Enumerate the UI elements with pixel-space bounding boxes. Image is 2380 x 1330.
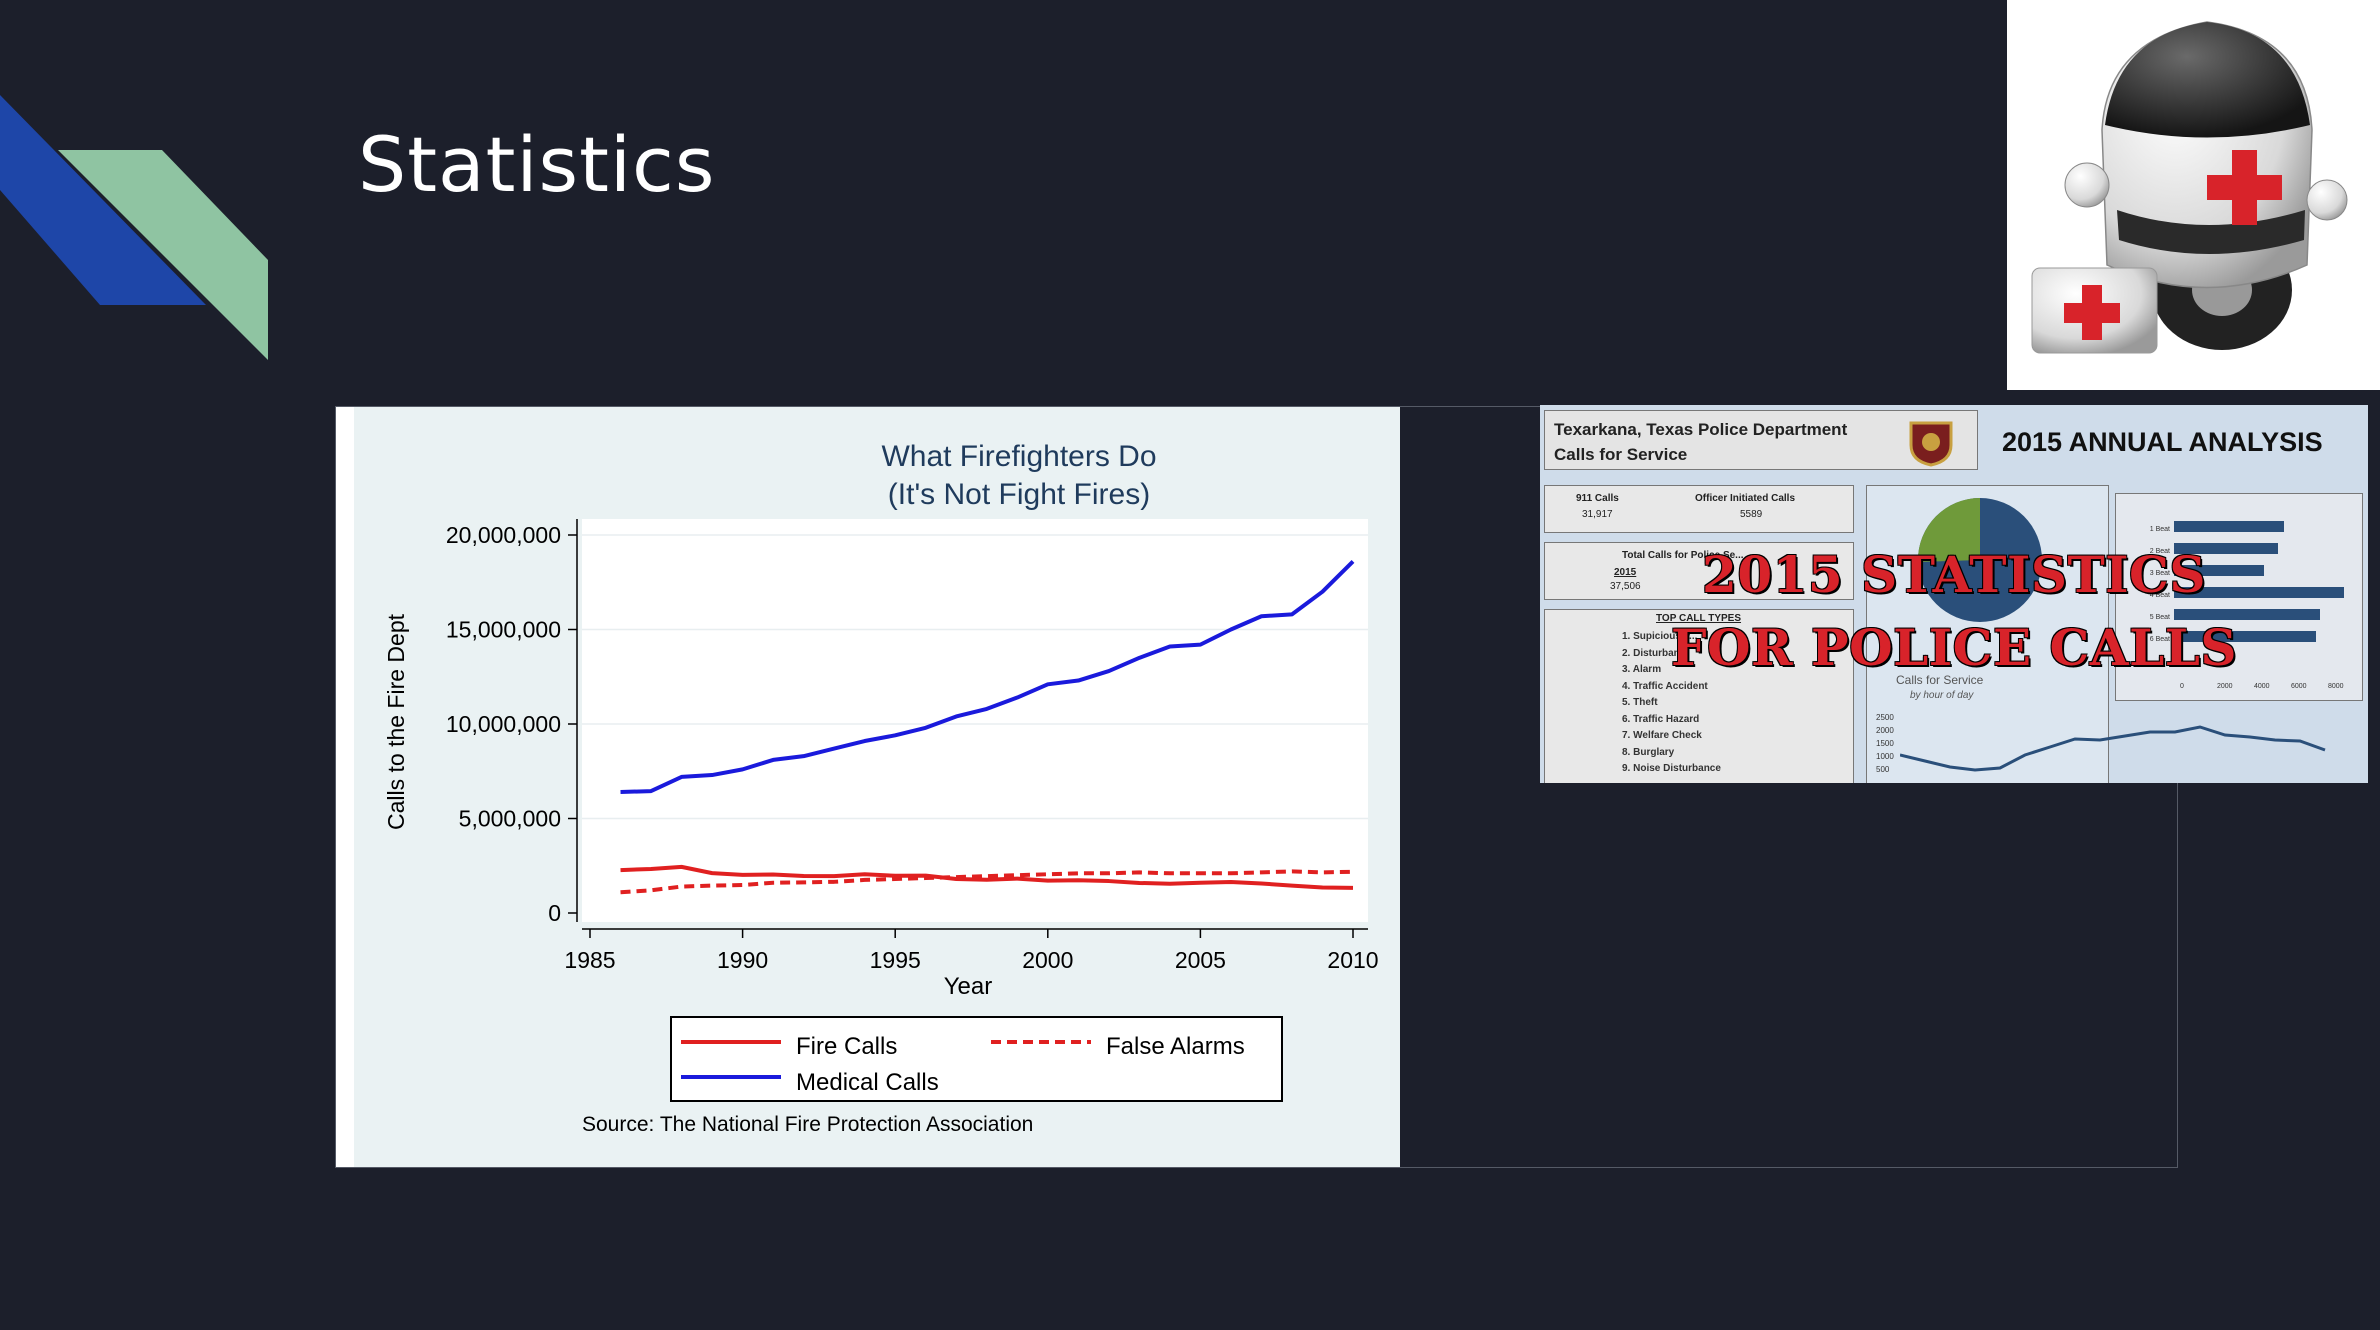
beat-labels: 1 Beat 2 Beat 3 Beat 4 Beat 5 Beat 6 Beat xyxy=(2140,519,2170,651)
x-ticks: 1985 1990 1995 2000 2005 2010 xyxy=(564,929,1379,973)
x-tick-label: 1990 xyxy=(717,947,768,973)
firefighter-chart-image: What Firefighters Do (It's Not Fight Fir… xyxy=(336,407,1400,1167)
beat-x-ticks: 0 2000 4000 6000 8000 xyxy=(2180,683,2365,690)
total-calls-year: 2015 xyxy=(1614,567,1637,578)
plot-area xyxy=(582,519,1368,922)
series-line-fire-calls xyxy=(620,864,1354,890)
x-tick-label: 2010 xyxy=(1327,947,1378,973)
total-calls-label: Total Calls for Police Se... xyxy=(1622,550,1744,561)
calls-911-value: 31,917 xyxy=(1582,509,1613,520)
chart-svg: What Firefighters Do (It's Not Fight Fir… xyxy=(383,440,1379,1136)
total-calls-value: 37,506 xyxy=(1610,581,1641,592)
legend-label: False Alarms xyxy=(1106,1033,1245,1060)
beat-label: 3 Beat xyxy=(2149,570,2170,577)
hourly-line-chart xyxy=(1900,725,2326,772)
x-axis-label: Year xyxy=(944,973,993,1000)
calls-911-label: 911 Calls xyxy=(1576,493,1619,504)
total-calls-box xyxy=(1544,542,1854,600)
chart-title-line1: What Firefighters Do xyxy=(881,440,1156,473)
beat-label: 6 Beat xyxy=(2149,636,2170,643)
overlay-title-line2: FOR POLICE CALLS xyxy=(1670,618,2238,677)
legend-box xyxy=(670,1016,1283,1102)
chart-title-line2: (It's Not Fight Fires) xyxy=(888,478,1150,511)
robot-arm xyxy=(2064,162,2110,208)
beat-label: 5 Beat xyxy=(2149,614,2170,621)
x-tick-label: 1995 xyxy=(870,947,921,973)
beat-bar-chart xyxy=(2174,521,2344,642)
top-types-label: TOP CALL TYPES xyxy=(1656,613,1742,624)
slide-title: Statistics xyxy=(358,120,716,209)
pie-chart-icon xyxy=(1917,498,2042,622)
top-type-item: 5. Theft xyxy=(1622,697,1658,708)
overlay-title-line1: 2015 STATISTICS xyxy=(1702,545,2206,604)
beat-label: 1 Beat xyxy=(2149,526,2170,533)
line-y-tick: 500 xyxy=(1876,765,1890,774)
medical-robot-image xyxy=(2007,0,2380,390)
line-y-tick: 2000 xyxy=(1876,726,1894,735)
content-frame xyxy=(335,406,2178,1168)
top-type-item: 8. Burglary xyxy=(1622,746,1675,758)
series-line-false-alarms xyxy=(620,869,1354,895)
series-lines xyxy=(620,560,1355,895)
top-type-item: 9. Noise Disturbance xyxy=(1622,763,1721,774)
legend-label: Fire Calls xyxy=(796,1033,897,1060)
top-type-item: 3. Alarm xyxy=(1622,664,1662,675)
beat-x-tick: 0 xyxy=(2180,683,2184,690)
y-tick-label: 15,000,000 xyxy=(446,617,561,643)
analysis-title: 2015 ANNUAL ANALYSIS xyxy=(2002,427,2323,457)
legend: Fire Calls False Alarms Medical Calls xyxy=(681,1033,1245,1096)
police-header-line1: Texarkana, Texas Police Department xyxy=(1554,420,1848,439)
green-stripe xyxy=(58,150,268,360)
series-line-medical-calls xyxy=(620,560,1355,795)
top-type-item: 4. Traffic Accident xyxy=(1622,680,1708,692)
x-tick-label: 2005 xyxy=(1175,947,1226,973)
beat-x-tick: 4000 xyxy=(2254,683,2270,690)
y-tick-label: 5,000,000 xyxy=(459,806,561,832)
line-chart-sublabel: by hour of day xyxy=(1910,690,1974,701)
officer-calls-value: 5589 xyxy=(1740,509,1763,520)
x-tick-label: 2000 xyxy=(1022,947,1073,973)
slide-corner-decoration xyxy=(0,95,268,360)
police-statistics-image: Texarkana, Texas Police Department Calls… xyxy=(1540,405,2368,783)
police-badge-icon xyxy=(1909,421,1953,467)
officer-calls-label: Officer Initiated Calls xyxy=(1695,493,1796,504)
y-tick-label: 10,000,000 xyxy=(446,711,561,737)
x-tick-label: 1985 xyxy=(564,947,615,973)
line-chart-y-ticks: 2500 2000 1500 1000 500 xyxy=(1876,711,1894,776)
beat-x-tick: 8000 xyxy=(2328,683,2344,690)
top-types-list: 1. Supicious P... 2. Disturban... 3. Alarm… xyxy=(1622,629,1721,778)
y-tick-label: 20,000,000 xyxy=(446,522,561,548)
calls-box xyxy=(1544,485,1854,533)
chart-source: Source: The National Fire Protection Ass… xyxy=(582,1113,1033,1136)
line-y-tick: 1000 xyxy=(1876,752,1894,761)
police-header-line2: Calls for Service xyxy=(1554,445,1688,464)
line-y-tick: 1500 xyxy=(1876,739,1894,748)
y-axis-label: Calls to the Fire Dept xyxy=(383,613,409,830)
gridlines xyxy=(582,534,1368,820)
legend-label: Medical Calls xyxy=(796,1069,939,1096)
beat-x-tick: 2000 xyxy=(2217,683,2233,690)
line-y-tick: 2500 xyxy=(1876,713,1894,722)
y-ticks: 0 5,000,000 10,000,000 15,000,000 20,000,000 xyxy=(446,522,577,926)
top-type-item: 7. Welfare Check xyxy=(1622,730,1702,741)
y-tick-label: 0 xyxy=(548,900,561,926)
top-type-item: 1. Supicious P... xyxy=(1622,631,1698,642)
police-header-box xyxy=(1544,410,1978,470)
medical-robot-illustration xyxy=(2031,21,2348,354)
robot-head xyxy=(2105,22,2310,138)
line-chart-label: Calls for Service xyxy=(1896,673,1984,687)
beat-label: 2 Beat xyxy=(2149,548,2170,555)
beat-x-tick: 6000 xyxy=(2291,683,2307,690)
robot-band xyxy=(2117,210,2305,254)
top-type-item: 2. Disturban... xyxy=(1622,647,1689,659)
blue-stripe xyxy=(0,95,206,305)
beat-label: 4 Beat xyxy=(2149,592,2170,599)
top-type-item: 6. Traffic Hazard xyxy=(1622,713,1700,725)
top-types-box xyxy=(1544,609,1854,783)
